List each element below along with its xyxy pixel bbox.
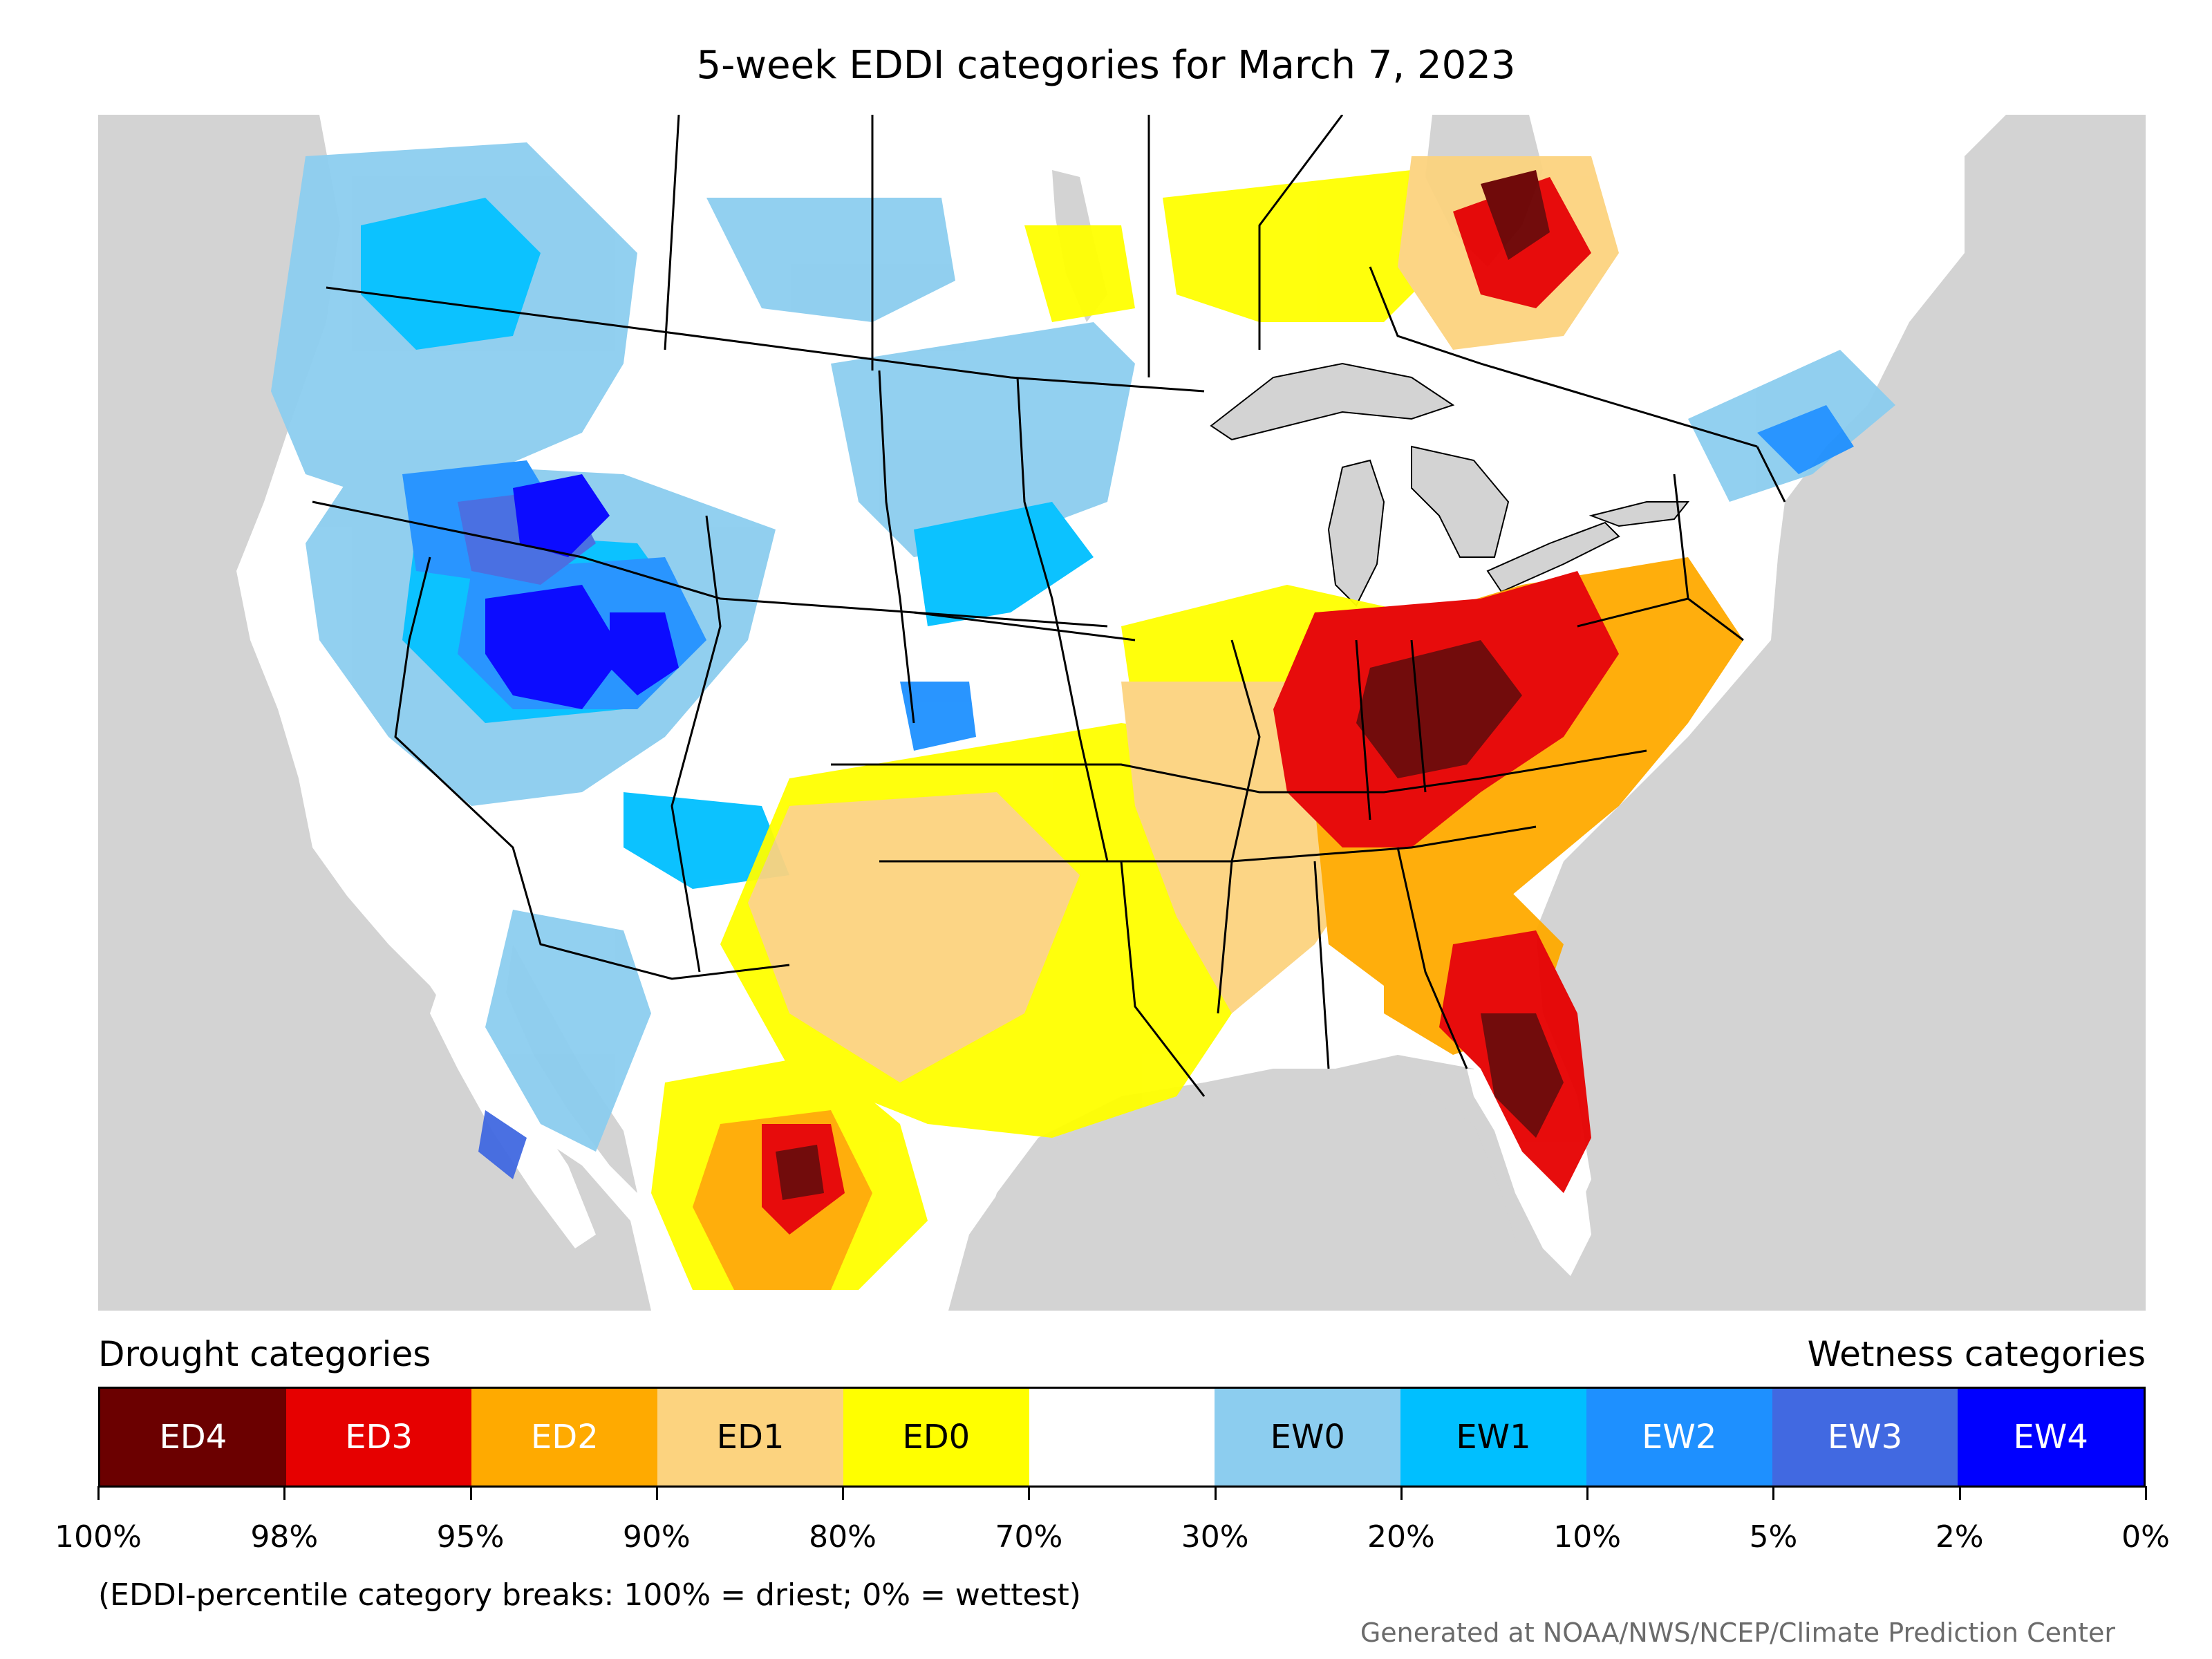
colorbar-tick (1028, 1486, 1031, 1500)
colorbar-tick-label: 90% (622, 1519, 691, 1555)
colorbar-tick-label: 80% (809, 1519, 877, 1555)
colorbar-tick (97, 1486, 100, 1500)
drought-categories-heading: Drought categories (98, 1334, 431, 1374)
colorbar-cell-ed1: ED1 (657, 1389, 843, 1485)
credit-line: Generated at NOAA/NWS/NCEP/Climate Predi… (1360, 1618, 2115, 1648)
land-mass (236, 115, 2006, 1311)
colorbar-cell-ed4: ED4 (100, 1389, 286, 1485)
drought-areas (651, 156, 1743, 1290)
colorbar-tick-label: 0% (2121, 1519, 2170, 1555)
eddi-map (98, 115, 2146, 1311)
colorbar-tick-label: 100% (55, 1519, 142, 1555)
colorbar-tick (1958, 1486, 1961, 1500)
colorbar-cell-ed2: ED2 (471, 1389, 658, 1485)
colorbar-tick-label: 10% (1553, 1519, 1622, 1555)
colorbar-tick-label: 20% (1367, 1519, 1435, 1555)
colorbar-tick (842, 1486, 845, 1500)
colorbar-tick-label: 70% (995, 1519, 1063, 1555)
wetness-areas (271, 142, 1895, 1179)
gulf-of-mexico (948, 1089, 1522, 1311)
colorbar-tick (469, 1486, 472, 1500)
colorbar-tick (1772, 1486, 1775, 1500)
colorbar-tick (1586, 1486, 1589, 1500)
colorbar-tick-row (97, 1486, 2147, 1514)
colorbar-cell-ew2: EW2 (1586, 1389, 1772, 1485)
lake-superior (1210, 362, 1455, 441)
lake-huron (1411, 445, 1510, 558)
colorbar-cell-ew4: EW4 (1958, 1389, 2144, 1485)
colorbar-cell-ew3: EW3 (1772, 1389, 1958, 1485)
political-borders (312, 115, 1786, 1097)
colorbar-tick-label: 5% (1749, 1519, 1798, 1555)
colorbar-tick (1214, 1486, 1217, 1500)
colorbar-tick (2145, 1486, 2147, 1500)
baja-peninsula (430, 972, 596, 1248)
lake-ontario (1588, 501, 1690, 527)
colorbar-tick-label: 30% (1181, 1519, 1249, 1555)
colorbar-tick (283, 1486, 286, 1500)
colorbar-tick-label: 98% (250, 1519, 319, 1555)
colorbar-tick (655, 1486, 658, 1500)
colorbar-cell-ew0: EW0 (1215, 1389, 1401, 1485)
colorbar-tick-label: 95% (436, 1519, 505, 1555)
wetness-categories-heading: Wetness categories (1807, 1334, 2146, 1374)
colorbar-cell-ew1: EW1 (1400, 1389, 1586, 1485)
colorbar-cell-neutral (1029, 1389, 1215, 1485)
map-title: 5-week EDDI categories for March 7, 2023 (696, 43, 1516, 88)
colorbar-tick (1400, 1486, 1403, 1500)
category-colorbar: ED4 ED3 ED2 ED1 ED0 EW0 EW1 EW2 EW3 EW4 (98, 1387, 2146, 1488)
colorbar-cell-ed0: ED0 (843, 1389, 1029, 1485)
colorbar-cell-ed3: ED3 (285, 1389, 472, 1485)
category-breaks-note: (EDDI-percentile category breaks: 100% =… (98, 1577, 1081, 1613)
colorbar-tick-label: 2% (1935, 1519, 1984, 1555)
lake-michigan (1327, 459, 1385, 607)
